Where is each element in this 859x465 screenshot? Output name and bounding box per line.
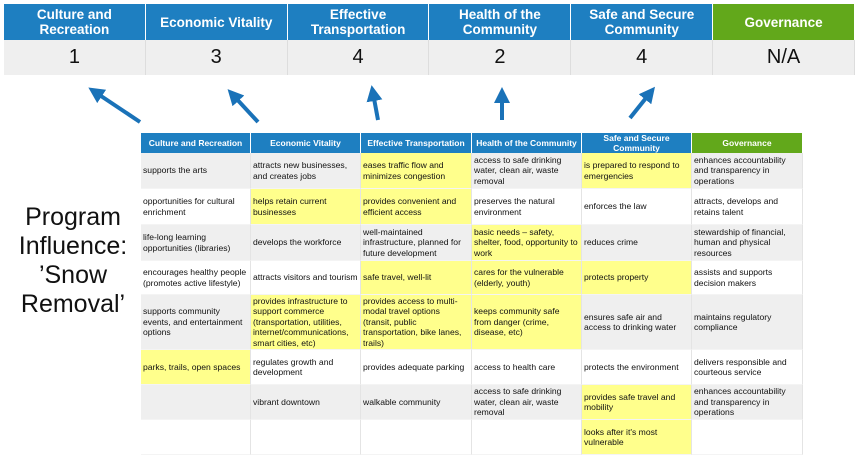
category-header: Effective Transportation xyxy=(287,4,430,40)
column-header: Culture and Recreation xyxy=(141,133,251,153)
column-header: Effective Transportation xyxy=(361,133,472,153)
arrow-icon xyxy=(227,89,260,124)
table-cell: enhances accountability and transparency… xyxy=(692,385,803,420)
table-cell: protects the environment xyxy=(582,350,692,385)
table-cell: attracts, develops and retains talent xyxy=(692,189,803,225)
table-cell: enforces the law xyxy=(582,189,692,225)
table-cell: encourages healthy people (promotes acti… xyxy=(141,261,251,295)
table-cell: assists and supports decision makers xyxy=(692,261,803,295)
arrow-icon xyxy=(88,87,142,124)
arrow-icon xyxy=(628,86,655,120)
table-cell: access to safe drinking water, clean air… xyxy=(472,385,582,420)
table-cell: maintains regulatory compliance xyxy=(692,295,803,350)
table-cell: supports the arts xyxy=(141,153,251,189)
category-header: Economic Vitality xyxy=(145,4,288,40)
table-cell: eases traffic flow and minimizes congest… xyxy=(361,153,472,189)
table-cell xyxy=(692,420,803,455)
table-cell: cares for the vulnerable (elderly, youth… xyxy=(472,261,582,295)
table-cell: preserves the natural environment xyxy=(472,189,582,225)
table-cell: develops the workforce xyxy=(251,225,361,261)
program-influence-label: Program Influence: ’Snow Removal’ xyxy=(18,203,128,318)
table-cell xyxy=(141,420,251,455)
table-cell: looks after it's most vulnerable xyxy=(582,420,692,455)
table-cell: well-maintained infrastructure, planned … xyxy=(361,225,472,261)
column-header: Safe and Secure Community xyxy=(582,133,692,153)
category-score: 1 xyxy=(4,40,146,75)
table-cell: delivers responsible and courteous servi… xyxy=(692,350,803,385)
table-cell: provides safe travel and mobility xyxy=(582,385,692,420)
table-cell: safe travel, well-lit xyxy=(361,261,472,295)
table-cell: keeps community safe from danger (crime,… xyxy=(472,295,582,350)
category-header: Safe and Secure Community xyxy=(571,4,714,40)
table-cell: stewardship of financial, human and phys… xyxy=(692,225,803,261)
category-header: Culture and Recreation xyxy=(4,4,146,40)
table-cell: provides convenient and efficient access xyxy=(361,189,472,225)
table-cell xyxy=(361,420,472,455)
table-cell: parks, trails, open spaces xyxy=(141,350,251,385)
table-cell: protects property xyxy=(582,261,692,295)
table-cell: provides access to multi-modal travel op… xyxy=(361,295,472,350)
table-cell: is prepared to respond to emergencies xyxy=(582,153,692,189)
table-cell: access to health care xyxy=(472,350,582,385)
column-header: Governance xyxy=(692,133,803,153)
category-header: Governance xyxy=(713,4,855,40)
table-cell: life-long learning opportunities (librar… xyxy=(141,225,251,261)
table-cell: vibrant downtown xyxy=(251,385,361,420)
category-score: 4 xyxy=(571,40,714,75)
category-header: Health of the Community xyxy=(429,4,572,40)
column-header: Economic Vitality xyxy=(251,133,361,153)
program-influence-table: Culture and Recreation Economic Vitality E… xyxy=(141,133,803,455)
table-cell: walkable community xyxy=(361,385,472,420)
table-cell xyxy=(141,385,251,420)
category-score: 2 xyxy=(429,40,572,75)
table-cell: enhances accountability and transparency… xyxy=(692,153,803,189)
category-score: 3 xyxy=(145,40,288,75)
column-header: Health of the Community xyxy=(472,133,582,153)
table-cell xyxy=(251,420,361,455)
table-cell: provides adequate parking xyxy=(361,350,472,385)
table-cell: attracts new businesses, and creates job… xyxy=(251,153,361,189)
table-cell: helps retain current businesses xyxy=(251,189,361,225)
table-cell xyxy=(472,420,582,455)
table-cell: supports community events, and entertain… xyxy=(141,295,251,350)
table-cell: ensures safe air and access to drinking … xyxy=(582,295,692,350)
category-score: 4 xyxy=(287,40,430,75)
table-cell: basic needs – safety, shelter, food, opp… xyxy=(472,225,582,261)
arrow-icon xyxy=(366,85,383,121)
table-cell: reduces crime xyxy=(582,225,692,261)
table-cell: attracts visitors and tourism xyxy=(251,261,361,295)
score-summary-table: Culture and Recreation Economic Vitality E… xyxy=(4,4,855,75)
table-cell: provides infrastructure to support comme… xyxy=(251,295,361,350)
table-cell: regulates growth and development xyxy=(251,350,361,385)
table-cell: access to safe drinking water, clean air… xyxy=(472,153,582,189)
category-score: N/A xyxy=(713,40,855,75)
table-cell: opportunities for cultural enrichment xyxy=(141,189,251,225)
